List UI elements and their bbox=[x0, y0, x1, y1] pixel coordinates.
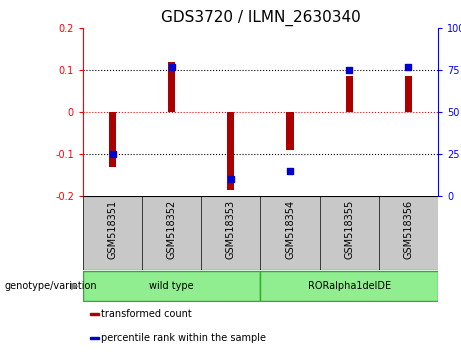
Bar bbox=[260, 270, 438, 302]
Bar bbox=[90, 337, 99, 339]
Point bbox=[345, 67, 353, 73]
Point bbox=[109, 151, 116, 157]
Bar bbox=[90, 313, 99, 315]
Point bbox=[227, 176, 235, 182]
Text: GSM518352: GSM518352 bbox=[167, 200, 177, 259]
Text: percentile rank within the sample: percentile rank within the sample bbox=[101, 333, 266, 343]
Text: GSM518354: GSM518354 bbox=[285, 200, 295, 259]
Bar bbox=[109, 112, 116, 166]
Text: GSM518353: GSM518353 bbox=[226, 200, 236, 259]
Bar bbox=[346, 76, 353, 112]
Text: ▶: ▶ bbox=[71, 281, 78, 291]
Text: RORalpha1delDE: RORalpha1delDE bbox=[307, 281, 391, 291]
Text: genotype/variation: genotype/variation bbox=[5, 281, 97, 291]
Text: GSM518355: GSM518355 bbox=[344, 200, 354, 259]
Text: GSM518356: GSM518356 bbox=[403, 200, 414, 259]
Bar bbox=[405, 76, 412, 112]
Bar bbox=[286, 112, 294, 150]
Text: GSM518351: GSM518351 bbox=[107, 200, 118, 259]
Bar bbox=[83, 270, 260, 302]
Point bbox=[286, 168, 294, 173]
Bar bbox=[168, 62, 175, 112]
Text: wild type: wild type bbox=[149, 281, 194, 291]
Bar bbox=[227, 112, 235, 189]
Text: transformed count: transformed count bbox=[101, 309, 192, 319]
Point bbox=[405, 64, 412, 70]
Title: GDS3720 / ILMN_2630340: GDS3720 / ILMN_2630340 bbox=[160, 9, 361, 25]
Point bbox=[168, 64, 175, 70]
